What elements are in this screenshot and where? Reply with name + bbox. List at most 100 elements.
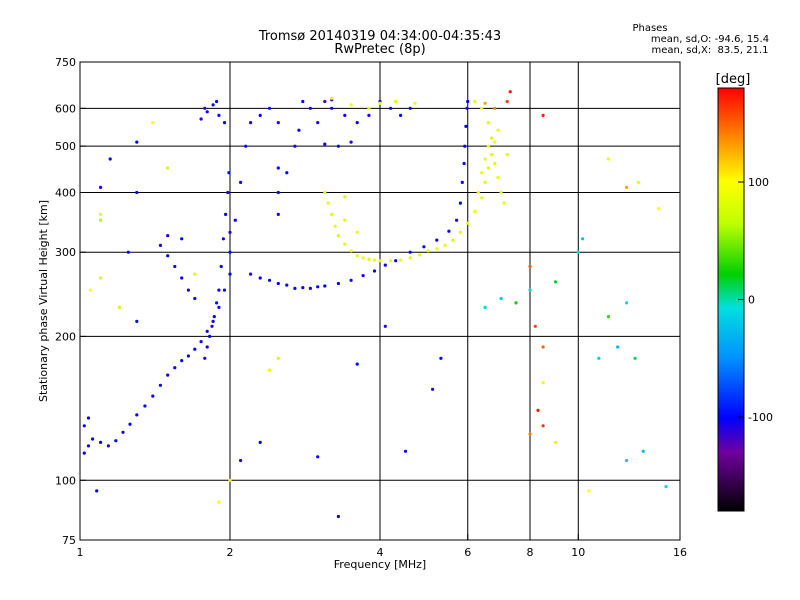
data-point-x <box>636 180 641 184</box>
data-point-x <box>625 458 629 463</box>
data-point-o <box>285 171 289 175</box>
data-point-x <box>378 101 382 105</box>
data-point-o <box>301 99 305 104</box>
y-tick-label: 750 <box>55 56 76 69</box>
data-point-o <box>258 113 262 117</box>
data-point-x <box>505 99 509 104</box>
data-point-x <box>333 224 337 228</box>
data-point-o <box>276 121 280 125</box>
data-point-x <box>541 424 545 428</box>
data-point-x <box>633 356 637 360</box>
data-point-o <box>308 286 312 290</box>
data-point-o <box>463 144 467 148</box>
data-point-x <box>217 500 221 504</box>
data-point-o <box>135 319 139 323</box>
data-point-x <box>508 90 512 94</box>
data-point-o <box>330 106 334 110</box>
data-point-o <box>135 190 139 195</box>
data-point-o <box>158 243 162 247</box>
data-point-x <box>466 221 470 225</box>
data-point-o <box>464 124 468 128</box>
data-point-o <box>186 288 190 292</box>
data-point-o <box>143 404 147 408</box>
data-point-x <box>664 485 668 489</box>
data-point-o <box>203 106 207 110</box>
data-point-o <box>166 254 170 258</box>
data-point-o <box>166 373 170 377</box>
data-point-x <box>483 305 487 309</box>
data-point-x <box>528 288 532 292</box>
data-point-x <box>486 121 490 125</box>
data-point-x <box>536 408 540 412</box>
data-point-o <box>383 324 387 328</box>
data-point-o <box>86 416 91 420</box>
data-point-x <box>355 254 359 258</box>
data-point-x <box>117 305 122 309</box>
data-point-o <box>222 121 227 125</box>
data-point-o <box>219 264 223 269</box>
data-point-o <box>215 99 219 104</box>
data-point-o <box>431 387 435 391</box>
data-point-x <box>616 345 620 349</box>
data-point-o <box>323 142 327 146</box>
data-point-x <box>361 256 365 260</box>
data-point-x <box>99 218 103 222</box>
data-point-o <box>199 117 203 121</box>
data-point-o <box>173 264 177 269</box>
stats-heading: Phases <box>632 23 667 34</box>
data-point-o <box>193 347 197 351</box>
data-point-x <box>514 301 518 305</box>
data-point-o <box>221 237 225 241</box>
data-point-o <box>135 413 139 417</box>
data-point-o <box>86 444 91 448</box>
colorbar-label: [deg] <box>716 72 751 87</box>
data-point-o <box>199 340 203 344</box>
data-point-o <box>258 440 262 444</box>
data-point-o <box>215 301 219 305</box>
data-point-x <box>276 356 280 360</box>
data-point-x <box>330 212 334 216</box>
data-point-o <box>158 383 162 387</box>
data-point-o <box>82 424 86 428</box>
data-point-x <box>490 136 494 140</box>
data-point-o <box>228 250 232 254</box>
data-point-o <box>355 121 359 125</box>
data-point-x <box>483 101 487 105</box>
data-point-o <box>316 455 320 459</box>
data-point-x <box>166 166 170 170</box>
data-point-o <box>336 514 340 519</box>
data-point-x <box>533 324 537 328</box>
data-point-o <box>458 201 462 205</box>
data-point-x <box>323 190 327 195</box>
data-point-x <box>528 432 532 436</box>
data-point-o <box>114 439 118 443</box>
data-point-x <box>228 478 232 482</box>
data-point-o <box>217 113 221 117</box>
data-point-x <box>336 234 340 238</box>
data-point-o <box>180 359 184 363</box>
data-point-o <box>228 230 232 234</box>
data-points <box>82 90 668 519</box>
data-point-x <box>499 296 503 301</box>
data-point-o <box>349 278 353 282</box>
x-tick-label: 6 <box>464 546 471 559</box>
data-point-o <box>276 281 280 286</box>
data-point-o <box>222 288 227 292</box>
data-point-o <box>258 276 262 280</box>
data-point-o <box>276 212 280 216</box>
data-point-o <box>285 283 289 287</box>
data-point-o <box>128 422 132 426</box>
data-point-o <box>435 238 439 242</box>
data-point-o <box>408 250 412 254</box>
data-point-x <box>367 257 371 261</box>
data-point-o <box>276 190 280 195</box>
data-point-x <box>541 113 545 117</box>
data-point-x <box>553 440 558 444</box>
data-point-x <box>576 250 580 254</box>
data-point-x <box>413 101 417 105</box>
data-point-o <box>126 250 130 254</box>
data-point-o <box>465 106 469 110</box>
data-point-x <box>389 259 393 263</box>
data-point-o <box>323 99 327 104</box>
data-point-o <box>336 281 340 286</box>
